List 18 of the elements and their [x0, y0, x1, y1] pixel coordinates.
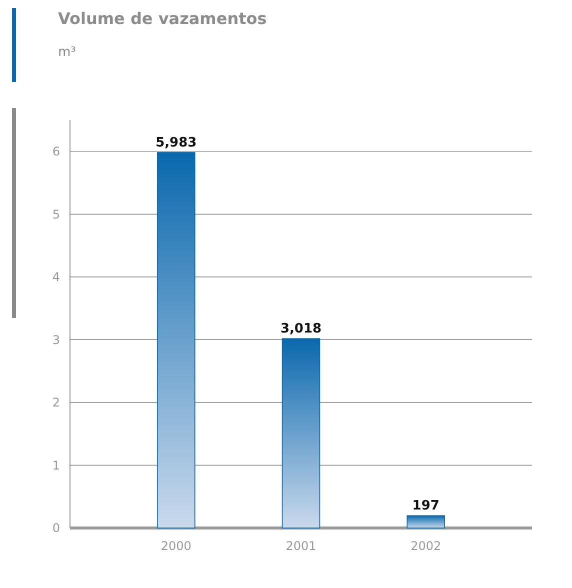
- chart-title: Volume de vazamentos: [58, 9, 267, 28]
- y-tick-label: 3: [52, 332, 60, 347]
- y-tick-label: 5: [52, 207, 60, 222]
- y-tick-label: 2: [52, 396, 60, 410]
- chart-subtitle: m³: [58, 45, 76, 60]
- x-tick-label: 2001: [286, 539, 316, 553]
- y-tick-label: 4: [52, 270, 60, 284]
- y-tick-label: 0: [52, 521, 60, 536]
- y-tick-label: 6: [52, 144, 60, 159]
- x-tick-label: 2002: [410, 539, 442, 553]
- bar: [157, 152, 196, 528]
- y-tick-label: 1: [52, 458, 60, 472]
- bar: [282, 338, 320, 528]
- annotation: 3,018: [280, 322, 322, 337]
- x-tick-label: 2000: [160, 539, 192, 553]
- bar: [406, 515, 445, 528]
- annotation: 197: [412, 498, 440, 514]
- annotation: 5,983: [156, 135, 197, 150]
